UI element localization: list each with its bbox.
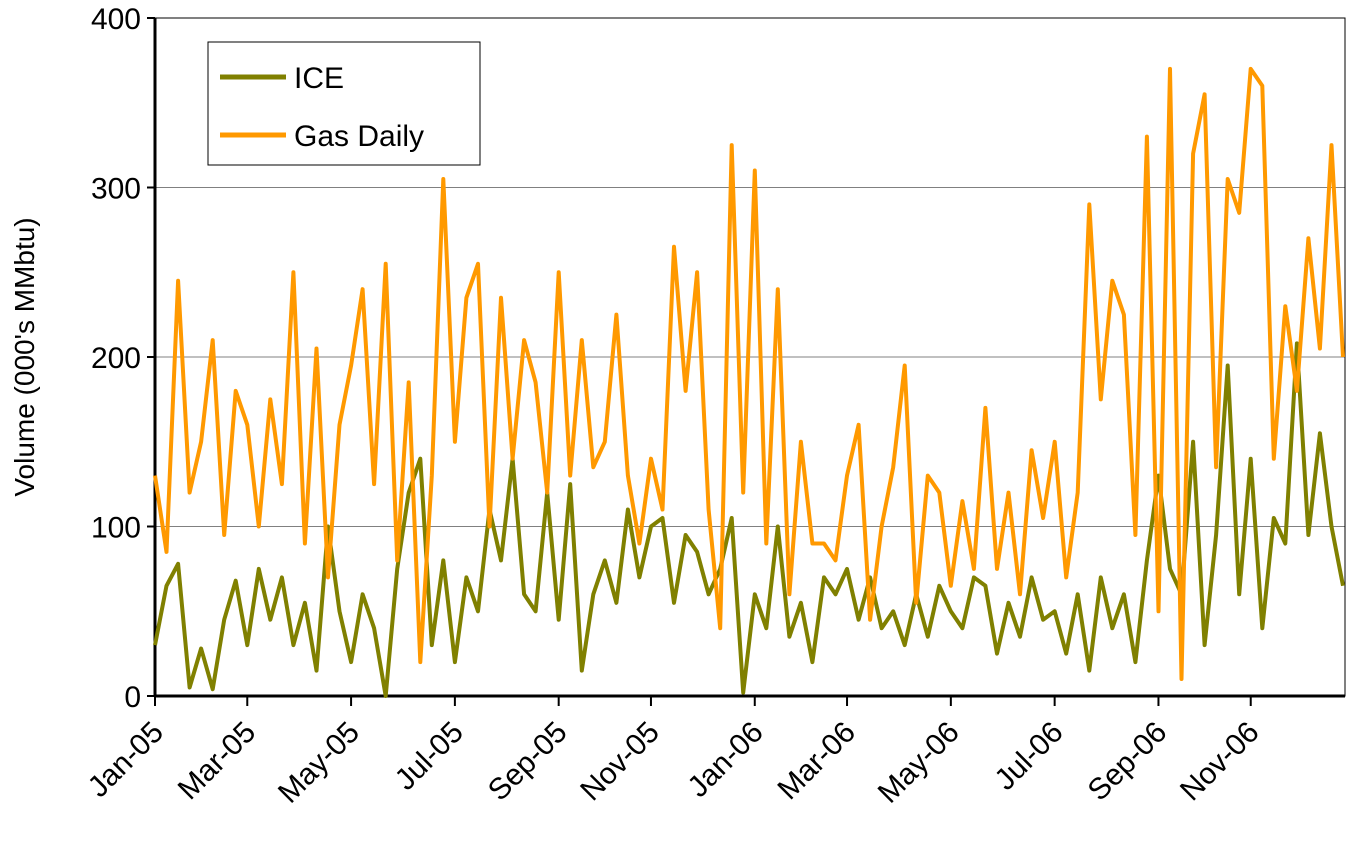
x-tick-label: Mar-06	[771, 716, 862, 807]
legend-label: ICE	[294, 62, 344, 95]
x-tick-label: Jul-06	[988, 716, 1069, 797]
data-line	[153, 341, 1345, 698]
y-tick-label: 400	[91, 3, 141, 36]
x-tick-label: May-06	[872, 716, 966, 810]
x-tick-label: Jan-06	[682, 716, 770, 804]
x-tick-label: Nov-06	[1174, 716, 1266, 808]
x-tick-label: Sep-05	[482, 716, 574, 808]
x-tick-label: Nov-05	[574, 716, 666, 808]
x-tick-label: Jul-05	[389, 716, 470, 797]
legend-label: Gas Daily	[294, 120, 424, 153]
legend-box	[207, 41, 481, 166]
y-tick-label: 0	[124, 681, 141, 714]
data-line	[153, 66, 1345, 681]
y-tick-label: 200	[91, 342, 141, 375]
x-tick-label: Mar-05	[172, 716, 263, 807]
y-tick-label: 100	[91, 512, 141, 545]
y-axis-label: Volume (000's MMbtu)	[9, 217, 40, 496]
x-tick-label: May-05	[272, 716, 366, 810]
x-tick-label: Sep-06	[1082, 716, 1174, 808]
y-tick-label: 300	[91, 173, 141, 206]
x-tick-label: Jan-05	[82, 716, 170, 804]
